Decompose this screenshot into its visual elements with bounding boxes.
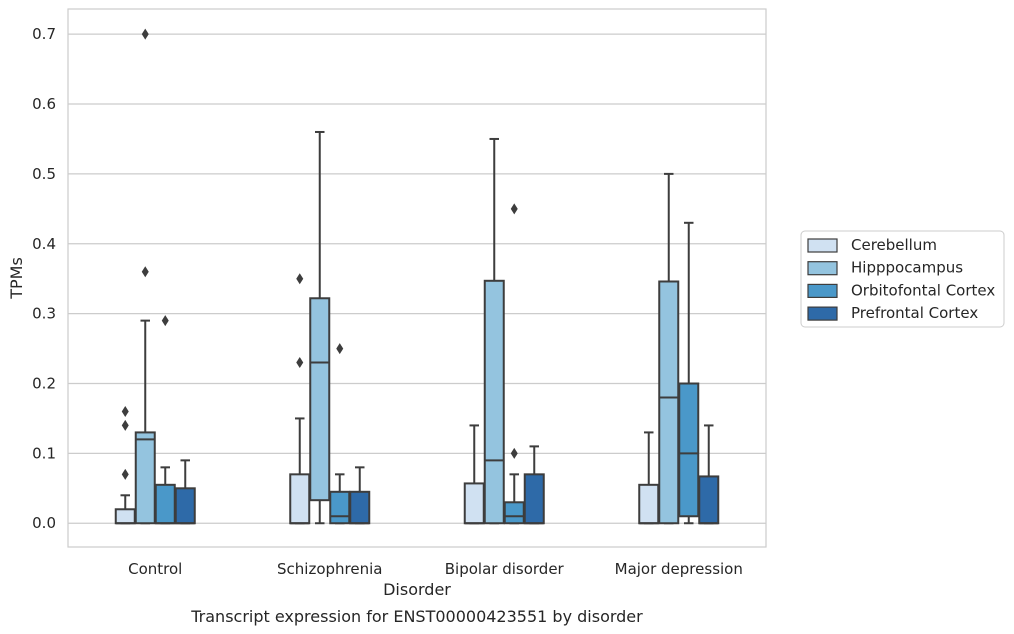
box-hipppocampus [309, 130, 331, 525]
legend-swatch [807, 238, 838, 253]
box-orbitofontal-cortex [503, 203, 525, 525]
y-axis-label: TPMs [7, 257, 26, 300]
box-prefrontal-cortex [349, 466, 371, 525]
y-tick-labels: 0.0 0.1 0.2 0.3 0.4 0.5 0.6 0.7 [32, 25, 56, 532]
box [114, 508, 136, 525]
outlier-point [141, 28, 149, 40]
outlier-point [121, 419, 129, 431]
box [134, 431, 156, 525]
box-prefrontal-cortex [174, 459, 196, 525]
outlier-point [296, 357, 304, 369]
legend-swatch [807, 283, 838, 298]
legend-swatch [807, 261, 838, 276]
y-tick-label: 0.6 [32, 95, 56, 113]
box [174, 487, 196, 525]
box [523, 473, 545, 525]
legend-label: Orbitofontal Cortex [851, 281, 995, 299]
box-cerebellum [638, 431, 660, 525]
outlier-point [121, 405, 129, 417]
x-axis-label: Disorder [383, 580, 451, 599]
outlier-point [510, 203, 518, 215]
box-prefrontal-cortex [698, 424, 720, 525]
box [483, 279, 505, 525]
outlier-point [296, 273, 304, 285]
box [329, 490, 351, 525]
box [349, 490, 371, 525]
box [638, 483, 660, 525]
legend-label: Hipppocampus [851, 259, 963, 277]
x-tick-label: Control [128, 560, 182, 578]
y-tick-label: 0.1 [32, 444, 56, 462]
legend: Cerebellum Hipppocampus Orbitofontal Corte… [800, 230, 1005, 328]
y-tick-label: 0.3 [32, 305, 56, 323]
box [658, 280, 680, 525]
x-tick-label: Bipolar disorder [445, 560, 565, 578]
box-series [114, 28, 720, 525]
x-tick-label: Major depression [615, 560, 743, 578]
outlier-point [121, 468, 129, 480]
box-cerebellum [289, 273, 311, 525]
y-tick-label: 0.7 [32, 25, 56, 43]
y-tick-label: 0.4 [32, 235, 56, 253]
box [289, 473, 311, 525]
x-tick-label: Schizophrenia [277, 560, 382, 578]
box-hipppocampus [134, 28, 156, 525]
box-orbitofontal-cortex [678, 221, 700, 525]
box-hipppocampus [483, 137, 505, 525]
box [698, 475, 720, 525]
box [463, 482, 485, 525]
outlier-point [141, 266, 149, 278]
y-tick-label: 0.0 [32, 514, 56, 532]
box-orbitofontal-cortex [329, 343, 351, 525]
legend-swatch [807, 306, 838, 321]
box-prefrontal-cortex [523, 445, 545, 525]
legend-label: Cerebellum [851, 236, 937, 254]
box-cerebellum [114, 405, 136, 525]
plot-frame [67, 8, 767, 548]
chart-caption: Transcript expression for ENST0000042355… [190, 607, 643, 626]
y-tick-label: 0.2 [32, 375, 56, 393]
box-cerebellum [463, 424, 485, 525]
box [503, 501, 525, 525]
x-tick-labels: Control Schizophrenia Bipolar disorder Majo… [128, 560, 743, 578]
outlier-point [161, 315, 169, 327]
y-tick-label: 0.5 [32, 165, 56, 183]
box [309, 297, 331, 502]
legend-frame [800, 230, 1005, 328]
outlier-point [510, 447, 518, 459]
box [678, 382, 700, 518]
legend-label: Prefrontal Cortex [851, 304, 978, 322]
box [154, 483, 176, 525]
outlier-point [336, 343, 344, 355]
